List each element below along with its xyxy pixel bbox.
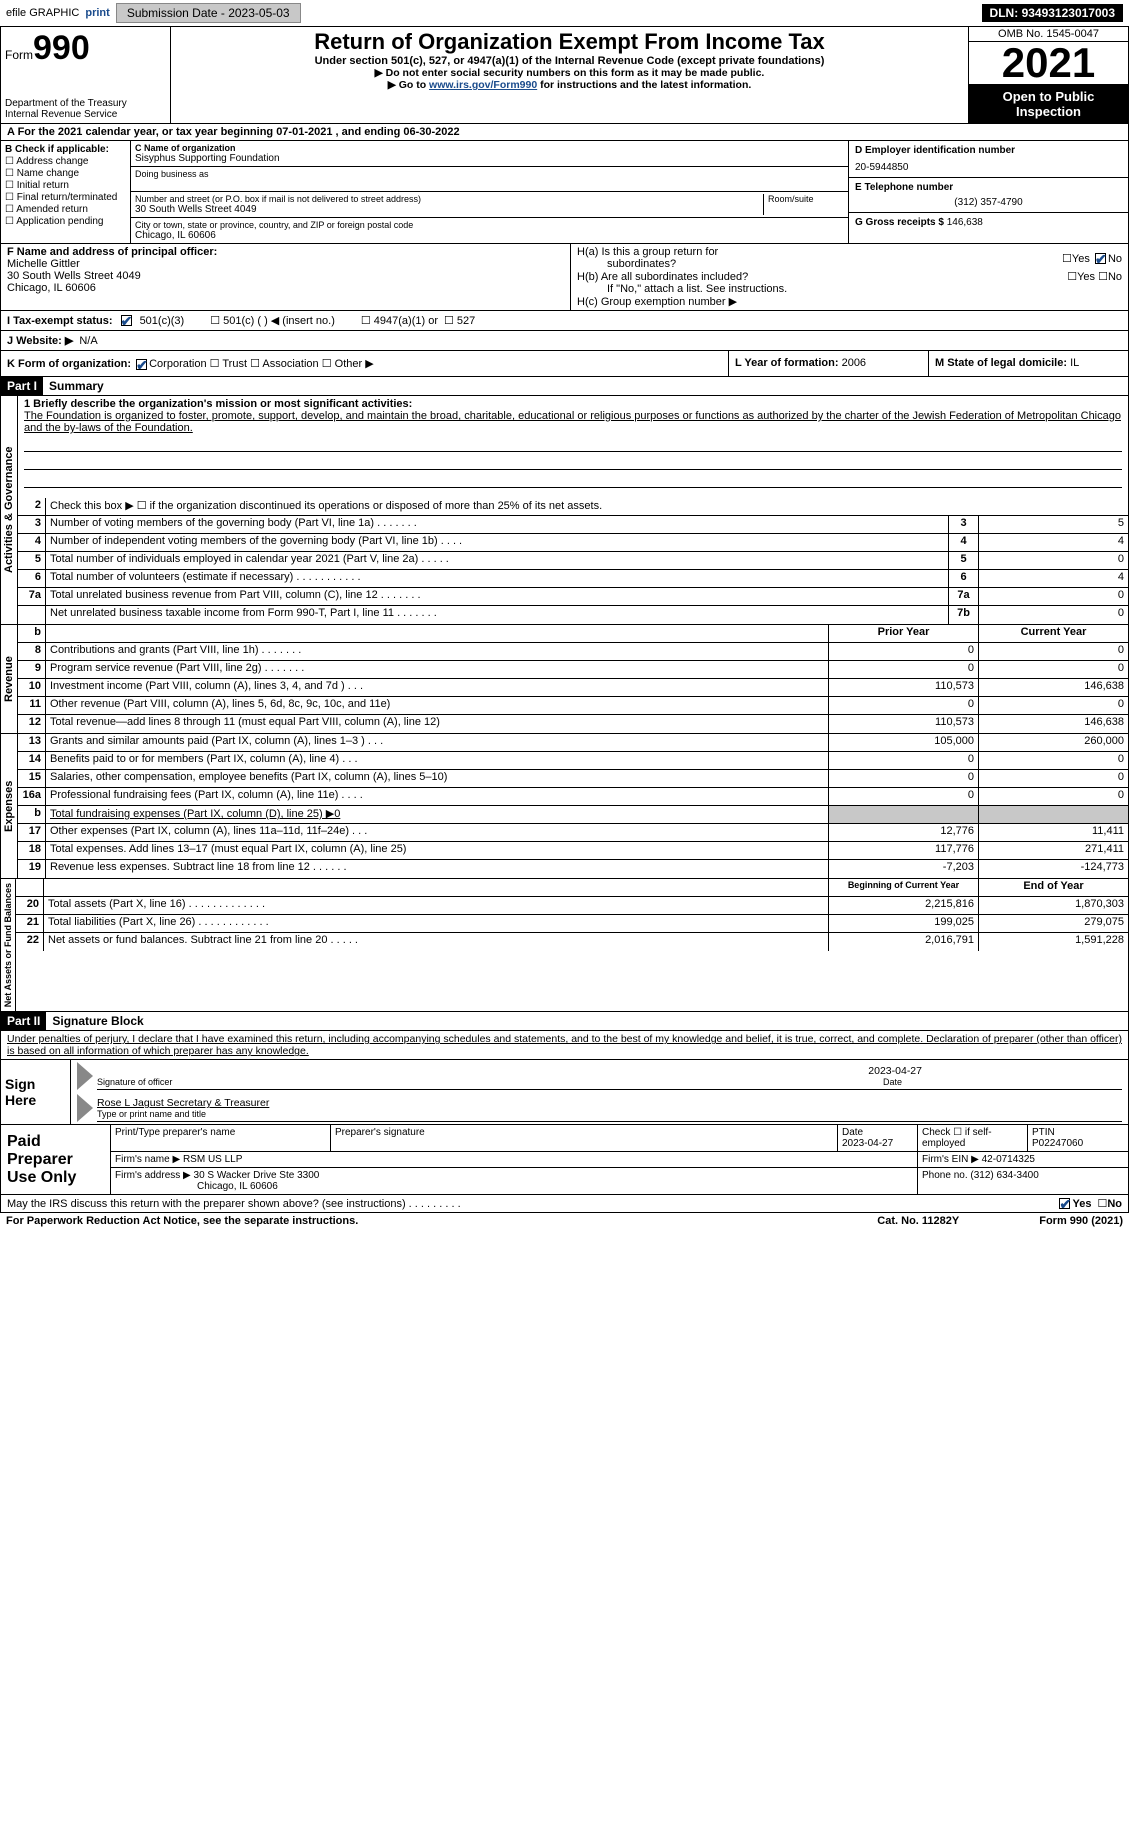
irs-link[interactable]: www.irs.gov/Form990: [429, 79, 537, 91]
part1-header: Part I Summary: [0, 377, 1129, 396]
form-header-center: Return of Organization Exempt From Incom…: [171, 27, 968, 123]
officer-signature[interactable]: 2023-04-27 Signature of officerDate: [97, 1065, 1122, 1090]
submission-date-button[interactable]: Submission Date - 2023-05-03: [116, 3, 301, 23]
summary-net-assets: Net Assets or Fund Balances Beginning of…: [0, 879, 1129, 1012]
org-address: 30 South Wells Street 4049: [135, 204, 759, 215]
telephone: (312) 357-4790: [855, 197, 1122, 208]
row-i-tax-exempt: I Tax-exempt status: 501(c)(3) ☐ 501(c) …: [0, 311, 1129, 331]
mission-text: The Foundation is organized to foster, p…: [24, 410, 1122, 434]
checkbox-amended-return[interactable]: ☐ Amended return: [5, 204, 126, 215]
discuss-row: May the IRS discuss this return with the…: [0, 1195, 1129, 1213]
checkbox-application[interactable]: ☐ Application pending: [5, 216, 126, 227]
column-h: H(a) Is this a group return for subordin…: [571, 244, 1128, 310]
row-j-website: J Website: ▶ N/A: [0, 331, 1129, 351]
ein: 20-5944850: [855, 162, 1122, 173]
section-fh: F Name and address of principal officer:…: [0, 244, 1129, 311]
topbar: efile GRAPHIC print Submission Date - 20…: [0, 0, 1129, 26]
gross-receipts: 146,638: [947, 217, 983, 228]
checkbox-name-change[interactable]: ☐ Name change: [5, 168, 126, 179]
column-c: C Name of organization Sisyphus Supporti…: [131, 141, 848, 243]
form-header: Form990 Department of the Treasury Inter…: [0, 26, 1129, 124]
form-header-right: OMB No. 1545-0047 2021 Open to Public In…: [968, 27, 1128, 123]
footer: For Paperwork Reduction Act Notice, see …: [0, 1213, 1129, 1229]
signature-section: Under penalties of perjury, I declare th…: [0, 1031, 1129, 1195]
section-bcd: B Check if applicable: ☐ Address change …: [0, 141, 1129, 244]
dln-badge: DLN: 93493123017003: [982, 4, 1123, 22]
summary-expenses: Expenses 13Grants and similar amounts pa…: [0, 734, 1129, 879]
print-link[interactable]: print: [85, 7, 109, 19]
row-klm: K Form of organization: Corporation ☐ Tr…: [0, 351, 1129, 377]
part2-header: Part II Signature Block: [0, 1012, 1129, 1031]
column-f: F Name and address of principal officer:…: [1, 244, 571, 310]
arrow-icon: [77, 1094, 93, 1122]
officer-name: Michelle Gittler: [7, 258, 564, 270]
form-title: Return of Organization Exempt From Incom…: [173, 29, 966, 55]
column-d: D Employer identification number 20-5944…: [848, 141, 1128, 243]
checkbox-address-change[interactable]: ☐ Address change: [5, 156, 126, 167]
org-city: Chicago, IL 60606: [135, 230, 844, 241]
column-b: B Check if applicable: ☐ Address change …: [1, 141, 131, 243]
row-a-tax-year: A For the 2021 calendar year, or tax yea…: [0, 124, 1129, 141]
checkbox-initial-return[interactable]: ☐ Initial return: [5, 180, 126, 191]
efile-label: efile GRAPHIC: [6, 7, 79, 19]
org-name: Sisyphus Supporting Foundation: [135, 153, 844, 164]
checkbox-ha-no[interactable]: [1095, 253, 1106, 264]
summary-activities-governance: Activities & Governance 1 Briefly descri…: [0, 396, 1129, 625]
arrow-icon: [77, 1062, 93, 1090]
summary-revenue: Revenue bPrior YearCurrent Year 8Contrib…: [0, 625, 1129, 734]
checkbox-corp[interactable]: [136, 359, 147, 370]
form-header-left: Form990 Department of the Treasury Inter…: [1, 27, 171, 123]
checkbox-discuss-yes[interactable]: [1059, 1198, 1070, 1209]
checkbox-final-return[interactable]: ☐ Final return/terminated: [5, 192, 126, 203]
checkbox-501c3[interactable]: [121, 315, 132, 326]
